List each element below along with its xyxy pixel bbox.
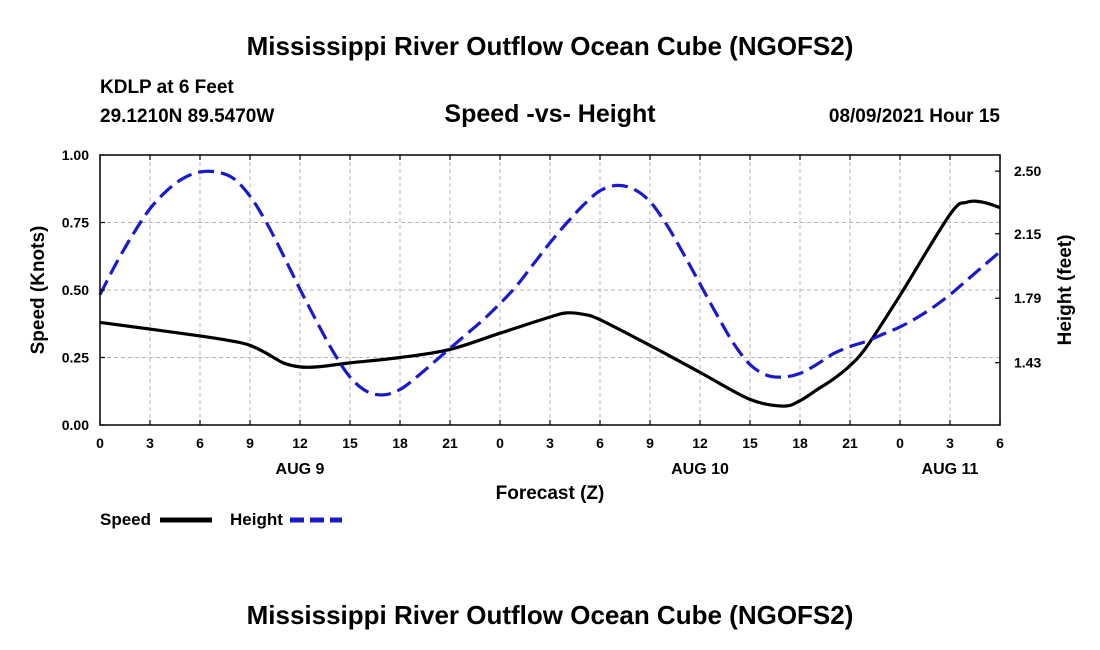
- x-tick-label: 9: [646, 435, 654, 451]
- chart-subtitle: Speed -vs- Height: [444, 100, 656, 128]
- x-tick-label: 9: [246, 435, 254, 451]
- x-tick-label: 6: [196, 435, 204, 451]
- x-tick-label: 0: [96, 435, 104, 451]
- y2-tick-label: 2.15: [1014, 226, 1041, 242]
- y2-tick-label: 1.79: [1014, 290, 1041, 306]
- y-axis-title: Speed (Knots): [28, 226, 49, 355]
- y-tick-label: 0.75: [62, 215, 89, 231]
- x-tick-label: 3: [946, 435, 954, 451]
- day-label: AUG 10: [671, 461, 729, 478]
- x-tick-label: 3: [546, 435, 554, 451]
- legend-speed-label: Speed: [100, 510, 151, 529]
- station-name: KDLP at 6 Feet: [100, 77, 234, 98]
- y2-tick-label: 1.43: [1014, 355, 1041, 371]
- x-tick-label: 3: [146, 435, 154, 451]
- forecast-datetime: 08/09/2021 Hour 15: [828, 106, 1000, 127]
- x-tick-label: 18: [792, 435, 808, 451]
- height-series-line: [98, 169, 1002, 397]
- y-tick-label: 0.25: [62, 350, 89, 366]
- y-tick-label: 0.00: [62, 417, 89, 433]
- x-tick-label: 12: [692, 435, 708, 451]
- footer-title: Mississippi River Outflow Ocean Cube (NG…: [246, 600, 854, 630]
- legend-height-label: Height: [230, 510, 283, 529]
- x-axis-title: Forecast (Z): [496, 483, 605, 504]
- y-tick-label: 1.00: [62, 147, 89, 163]
- x-tick-label: 21: [442, 435, 458, 451]
- x-tick-label: 6: [596, 435, 604, 451]
- y-tick-label: 0.50: [62, 282, 89, 298]
- x-tick-label: 6: [996, 435, 1004, 451]
- x-tick-label: 21: [842, 435, 858, 451]
- x-tick-label: 12: [292, 435, 308, 451]
- series-lines: [98, 169, 1002, 408]
- legend: Speed Height: [100, 510, 342, 529]
- y2-axis-title: Height (feet): [1055, 235, 1076, 346]
- x-tick-label: 15: [342, 435, 358, 451]
- day-label: AUG 9: [276, 461, 325, 478]
- day-label: AUG 11: [922, 461, 979, 478]
- speed-series-line: [99, 199, 1001, 408]
- x-tick-label: 0: [896, 435, 904, 451]
- x-tick-label: 0: [496, 435, 504, 451]
- axis-ticks: 0 3 6 9 12 15 18 21 0 3 6 9 12 15 18 21 0 3 6 AUG 9 AUG 10 AU…: [62, 147, 1042, 478]
- y2-tick-label: 2.50: [1014, 163, 1041, 179]
- x-tick-label: 18: [392, 435, 408, 451]
- x-tick-label: 15: [742, 435, 758, 451]
- station-coordinates: 29.1210N 89.5470W: [100, 106, 275, 127]
- chart-title: Mississippi River Outflow Ocean Cube (NG…: [246, 31, 854, 61]
- grid-lines: [100, 155, 1000, 425]
